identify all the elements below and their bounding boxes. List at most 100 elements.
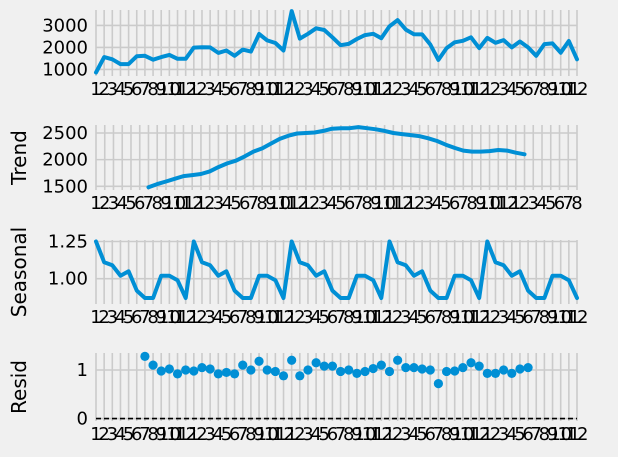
x-tick-label: 8 <box>343 424 354 445</box>
x-tick-label: 8 <box>245 307 256 328</box>
x-tick-label: 1 <box>482 79 493 100</box>
x-tick-label: 4 <box>213 79 224 100</box>
series-line-seasonal <box>94 239 579 300</box>
resid-point <box>278 371 289 381</box>
x-tick-label: 1 <box>90 307 101 328</box>
resid-point <box>172 369 183 379</box>
x-tick-label: 11 <box>362 424 385 445</box>
panel-trend: 1500200025001234567891011121234567891011… <box>7 123 583 214</box>
resid-point <box>262 365 272 375</box>
x-tick-label: 7 <box>143 193 154 214</box>
resid-point <box>425 365 435 375</box>
x-tick-label: 12 <box>370 79 393 100</box>
x-tick-label: 9 <box>265 193 276 214</box>
x-tick-label: 7 <box>433 424 444 445</box>
x-tick-label: 8 <box>343 79 354 100</box>
x-tick-label: 5 <box>514 79 525 100</box>
x-tick-label: 12 <box>272 424 295 445</box>
resid-point <box>197 362 207 373</box>
x-tick-label: 6 <box>344 193 355 214</box>
y-axis-title: Seasonal <box>7 227 31 317</box>
x-tick-label: 2 <box>98 307 109 328</box>
x-tick-label: 3 <box>107 424 118 445</box>
x-tick-label: 3 <box>498 307 509 328</box>
x-tick-label: 3 <box>400 79 411 100</box>
x-tick-label: 12 <box>566 79 589 100</box>
x-tick-label: 2 <box>392 307 403 328</box>
x-tick-label: 7 <box>248 193 259 214</box>
x-tick-label: 6 <box>229 424 240 445</box>
x-tick-label: 9 <box>547 424 558 445</box>
x-tick-label: 5 <box>416 307 427 328</box>
x-tick-label: 12 <box>370 307 393 328</box>
x-tick-label: 11 <box>264 307 287 328</box>
x-tick-label: 6 <box>522 424 533 445</box>
resid-point <box>270 366 280 377</box>
x-tick-label: 6 <box>449 193 460 214</box>
x-tick-label: 5 <box>123 424 134 445</box>
x-tick-label: 5 <box>416 424 427 445</box>
x-tick-label: 3 <box>528 193 539 214</box>
x-tick-label: 6 <box>522 79 533 100</box>
x-tick-label: 9 <box>160 193 171 214</box>
x-tick-label: 6 <box>425 307 436 328</box>
x-tick-label: 8 <box>151 193 162 214</box>
x-tick-label: 10 <box>256 307 279 328</box>
x-tick-label: 7 <box>335 307 346 328</box>
x-tick-label: 10 <box>354 424 377 445</box>
x-tick-label: 8 <box>441 424 452 445</box>
y-tick-label: 2000 <box>42 37 88 58</box>
x-tick-label: 9 <box>351 307 362 328</box>
x-tick-label: 4 <box>431 193 442 214</box>
x-tick-label: 10 <box>549 307 572 328</box>
x-tick-label: 10 <box>268 193 291 214</box>
x-tick-label: 3 <box>204 79 215 100</box>
y-tick-label: 0 <box>77 409 88 430</box>
x-tick-label: 11 <box>557 79 580 100</box>
resid-point <box>490 368 501 378</box>
x-tick-label: 9 <box>253 307 264 328</box>
resid-point <box>352 368 362 378</box>
x-tick-label: 7 <box>335 79 346 100</box>
x-tick-label: 6 <box>327 79 338 100</box>
x-tick-label: 7 <box>458 193 469 214</box>
x-tick-label: 4 <box>115 307 126 328</box>
x-tick-label: 12 <box>174 79 197 100</box>
x-tick-label: 5 <box>319 79 330 100</box>
x-tick-label: 4 <box>408 79 419 100</box>
x-tick-label: 5 <box>319 307 330 328</box>
x-tick-label: 8 <box>343 307 354 328</box>
x-tick-label: 2 <box>196 79 207 100</box>
x-tick-label: 9 <box>370 193 381 214</box>
x-tick-label: 11 <box>487 193 510 214</box>
x-tick-label: 2 <box>490 307 501 328</box>
x-tick-label: 6 <box>425 424 436 445</box>
resid-point <box>221 367 232 378</box>
x-tick-label: 5 <box>319 424 330 445</box>
resid-point <box>287 355 297 365</box>
x-tick-label: 11 <box>557 307 580 328</box>
x-tick-label: 10 <box>549 79 572 100</box>
x-tick-label: 10 <box>373 193 396 214</box>
x-tick-label: 6 <box>131 307 142 328</box>
x-tick-label: 11 <box>362 79 385 100</box>
x-tick-label: 2 <box>196 307 207 328</box>
resid-point <box>393 355 403 365</box>
x-tick-label: 8 <box>147 307 158 328</box>
x-tick-label: 4 <box>213 424 224 445</box>
x-tick-label: 12 <box>391 193 414 214</box>
x-tick-label: 6 <box>229 307 240 328</box>
x-tick-label: 10 <box>451 79 474 100</box>
x-tick-label: 8 <box>245 424 256 445</box>
x-tick-label: 10 <box>549 424 572 445</box>
x-tick-label: 1 <box>482 424 493 445</box>
x-tick-label: 11 <box>166 424 189 445</box>
resid-point <box>499 365 509 375</box>
x-tick-label: 10 <box>478 193 501 214</box>
y-tick-label: 3000 <box>42 15 88 36</box>
series-line-trend <box>146 125 527 190</box>
x-tick-label: 7 <box>237 424 248 445</box>
x-tick-label: 5 <box>514 424 525 445</box>
x-tick-label: 2 <box>519 193 530 214</box>
x-tick-label: 3 <box>108 193 119 214</box>
